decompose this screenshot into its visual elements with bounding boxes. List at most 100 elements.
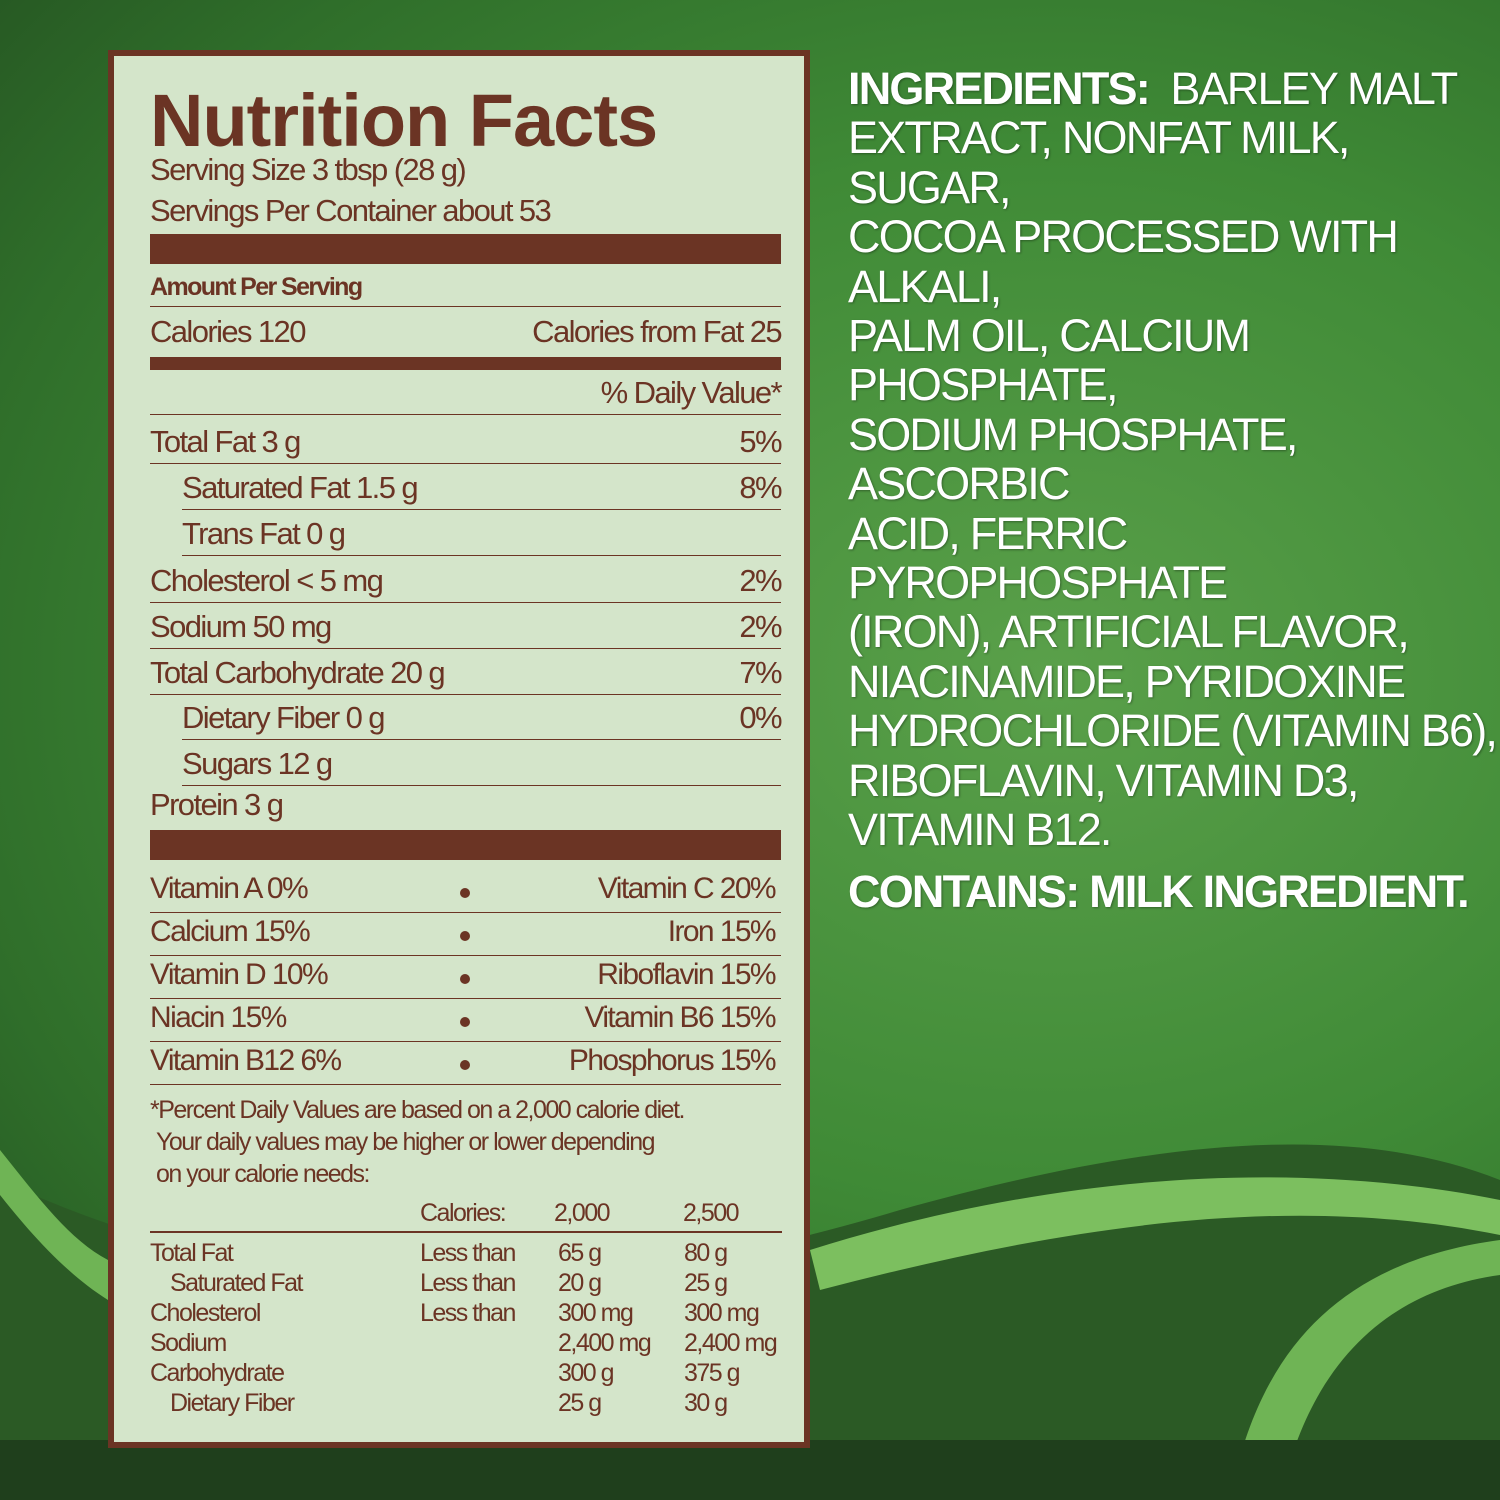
nutrient-name: Cholesterol < 5 mg xyxy=(150,563,384,598)
nutrient-row: Cholesterol < 5 mg 2% xyxy=(150,557,783,603)
ingredients-line: (IRON), ARTIFICIAL FLAVOR, xyxy=(848,606,1410,658)
nutrient-dv: 8% xyxy=(739,470,782,505)
dv-table-cell: 300 mg xyxy=(558,1299,634,1327)
footnote-line: on your calorie needs: xyxy=(156,1160,370,1188)
divider-bar xyxy=(150,234,781,264)
nutrient-row: Trans Fat 0 g xyxy=(182,510,781,556)
ingredients-line: COCOA PROCESSED WITH ALKALI, xyxy=(848,211,1399,312)
vitamin-right: Vitamin C 20% xyxy=(597,872,777,905)
amount-per-serving-text: Amount Per Serving xyxy=(150,273,363,301)
allergen-statement: CONTAINS: MILK INGREDIENT. xyxy=(848,865,1470,917)
dv-table-cell: Less than xyxy=(420,1299,516,1327)
vitamin-left: Niacin 15% xyxy=(150,1001,287,1034)
ingredients-line: PALM OIL, CALCIUM PHOSPHATE, xyxy=(848,310,1251,411)
ingredients-line: VITAMIN B12. xyxy=(848,804,1112,856)
amount-per-serving: Amount Per Serving xyxy=(150,274,781,307)
dv-table-cell: 65 g xyxy=(558,1239,602,1267)
ingredients-line: RIBOFLAVIN, VITAMIN D3, xyxy=(848,754,1359,806)
nutrient-name: Sugars 12 g xyxy=(182,746,333,781)
divider-bar xyxy=(150,357,781,370)
nutrient-name: Sodium 50 mg xyxy=(150,609,332,644)
vitamin-left: Vitamin B12 6% xyxy=(150,1044,342,1077)
divider-bar xyxy=(150,830,781,860)
vitamin-left: Vitamin A 0% xyxy=(150,872,309,905)
dv-table-cell: 300 g xyxy=(558,1359,615,1387)
vitamin-row: Vitamin A 0% Vitamin C 20% xyxy=(150,870,781,913)
nutrient-dv: 2% xyxy=(739,563,782,598)
vitamin-right: Iron 15% xyxy=(667,915,777,948)
calories-row: Calories 120 Calories from Fat 25 xyxy=(150,314,783,353)
nutrient-name: Total Fat 3 g xyxy=(150,424,301,459)
ingredients-line: INGREDIENTS: BARLEY MALT xyxy=(848,64,1500,113)
nutrient-name: Saturated Fat 1.5 g xyxy=(182,470,419,505)
table-divider xyxy=(150,1231,782,1233)
ingredients-line: EXTRACT, NONFAT MILK, SUGAR, xyxy=(848,112,1350,213)
nutrient-row: Sugars 12 g xyxy=(182,740,781,786)
dv-table-cell: Dietary Fiber xyxy=(170,1389,295,1417)
ingredients-line: HYDROCHLORIDE (VITAMIN B6), xyxy=(848,705,1498,757)
nutrient-dv: 2% xyxy=(739,609,782,644)
bullet-icon xyxy=(460,931,470,941)
dv-header-2000: 2,000 xyxy=(554,1199,611,1227)
vitamin-row: Calcium 15% Iron 15% xyxy=(150,913,781,956)
calories: Calories 120 xyxy=(150,314,306,349)
bullet-icon xyxy=(460,888,470,898)
footnote-line: Your daily values may be higher or lower… xyxy=(156,1128,656,1156)
daily-value-header: % Daily Value* xyxy=(150,372,783,415)
dv-table-cell: 2,400 mg xyxy=(684,1329,778,1357)
vitamin-left: Vitamin D 10% xyxy=(150,958,329,991)
vitamin-left: Calcium 15% xyxy=(150,915,311,948)
dv-table-cell: 25 g xyxy=(684,1269,728,1297)
dv-table-cell: Cholesterol xyxy=(150,1299,261,1327)
nutrient-row: Sodium 50 mg 2% xyxy=(150,603,783,649)
nutrient-name: Total Carbohydrate 20 g xyxy=(150,655,446,690)
calories-from-fat: Calories from Fat 25 xyxy=(532,314,782,349)
dv-table-cell: 80 g xyxy=(684,1239,728,1267)
bullet-icon xyxy=(460,1060,470,1070)
servings-per-container: Servings Per Container about 53 xyxy=(150,193,552,228)
dv-table-cell: 30 g xyxy=(684,1389,728,1417)
dv-table-cell: 375 g xyxy=(684,1359,741,1387)
nutrient-row: Dietary Fiber 0 g 0% xyxy=(182,694,783,740)
nutrient-row: Saturated Fat 1.5 g 8% xyxy=(182,464,783,510)
dv-header-2500: 2,500 xyxy=(683,1199,740,1227)
nutrition-facts-label: Nutrition Facts Serving Size 3 tbsp (28 … xyxy=(108,50,810,1448)
bullet-icon xyxy=(460,974,470,984)
nutrient-row: Total Fat 3 g 5% xyxy=(150,418,783,464)
dv-table-cell: Less than xyxy=(420,1269,516,1297)
dv-table-cell: Carbohydrate xyxy=(150,1359,285,1387)
nutrient-row: Total Carbohydrate 20 g 7% xyxy=(150,649,783,695)
vitamin-row: Vitamin B12 6% Phosphorus 15% xyxy=(150,1042,781,1085)
ingredients-line: NIACINAMIDE, PYRIDOXINE xyxy=(848,655,1406,707)
vitamin-right: Vitamin B6 15% xyxy=(584,1001,776,1034)
serving-size: Serving Size 3 tbsp (28 g) xyxy=(150,152,467,187)
footnote-line: *Percent Daily Values are based on a 2,0… xyxy=(150,1096,685,1124)
dv-table-cell: 300 mg xyxy=(684,1299,760,1327)
ingredients-line: ACID, FERRIC PYROPHOSPHATE xyxy=(848,507,1228,609)
nutrient-name: Protein 3 g xyxy=(150,787,284,822)
ingredients-label: INGREDIENTS: xyxy=(848,63,1151,114)
vitamin-right: Riboflavin 15% xyxy=(597,958,776,991)
nutrient-dv: 7% xyxy=(739,655,782,690)
ingredients-line: SODIUM PHOSPHATE, ASCORBIC xyxy=(848,408,1298,510)
dv-table-cell: Sodium xyxy=(150,1329,227,1357)
nutrient-name: Trans Fat 0 g xyxy=(182,516,346,551)
daily-value-header-text: % Daily Value* xyxy=(600,375,783,410)
vitamin-row: Vitamin D 10% Riboflavin 15% xyxy=(150,956,781,999)
ingredients-text: BARLEY MALT xyxy=(1170,63,1458,114)
dv-table-cell: Total Fat xyxy=(150,1239,234,1267)
vitamin-row: Niacin 15% Vitamin B6 15% xyxy=(150,999,781,1042)
vitamin-right: Phosphorus 15% xyxy=(568,1044,777,1077)
nutrient-dv: 5% xyxy=(739,424,782,459)
bullet-icon xyxy=(460,1017,470,1027)
ingredients-panel: INGREDIENTS: BARLEY MALT EXTRACT, NONFAT… xyxy=(848,64,1500,916)
nutrient-row: Protein 3 g xyxy=(150,786,781,826)
dv-table-cell: 25 g xyxy=(558,1389,602,1417)
dv-header-calories: Calories: xyxy=(420,1199,507,1227)
nutrient-dv: 0% xyxy=(739,700,782,735)
dv-table-cell: 20 g xyxy=(558,1269,602,1297)
nutrient-name: Dietary Fiber 0 g xyxy=(182,700,386,735)
label-title: Nutrition Facts xyxy=(150,79,658,162)
dv-table-cell: Saturated Fat xyxy=(170,1269,303,1297)
dv-table-cell: Less than xyxy=(420,1239,516,1267)
